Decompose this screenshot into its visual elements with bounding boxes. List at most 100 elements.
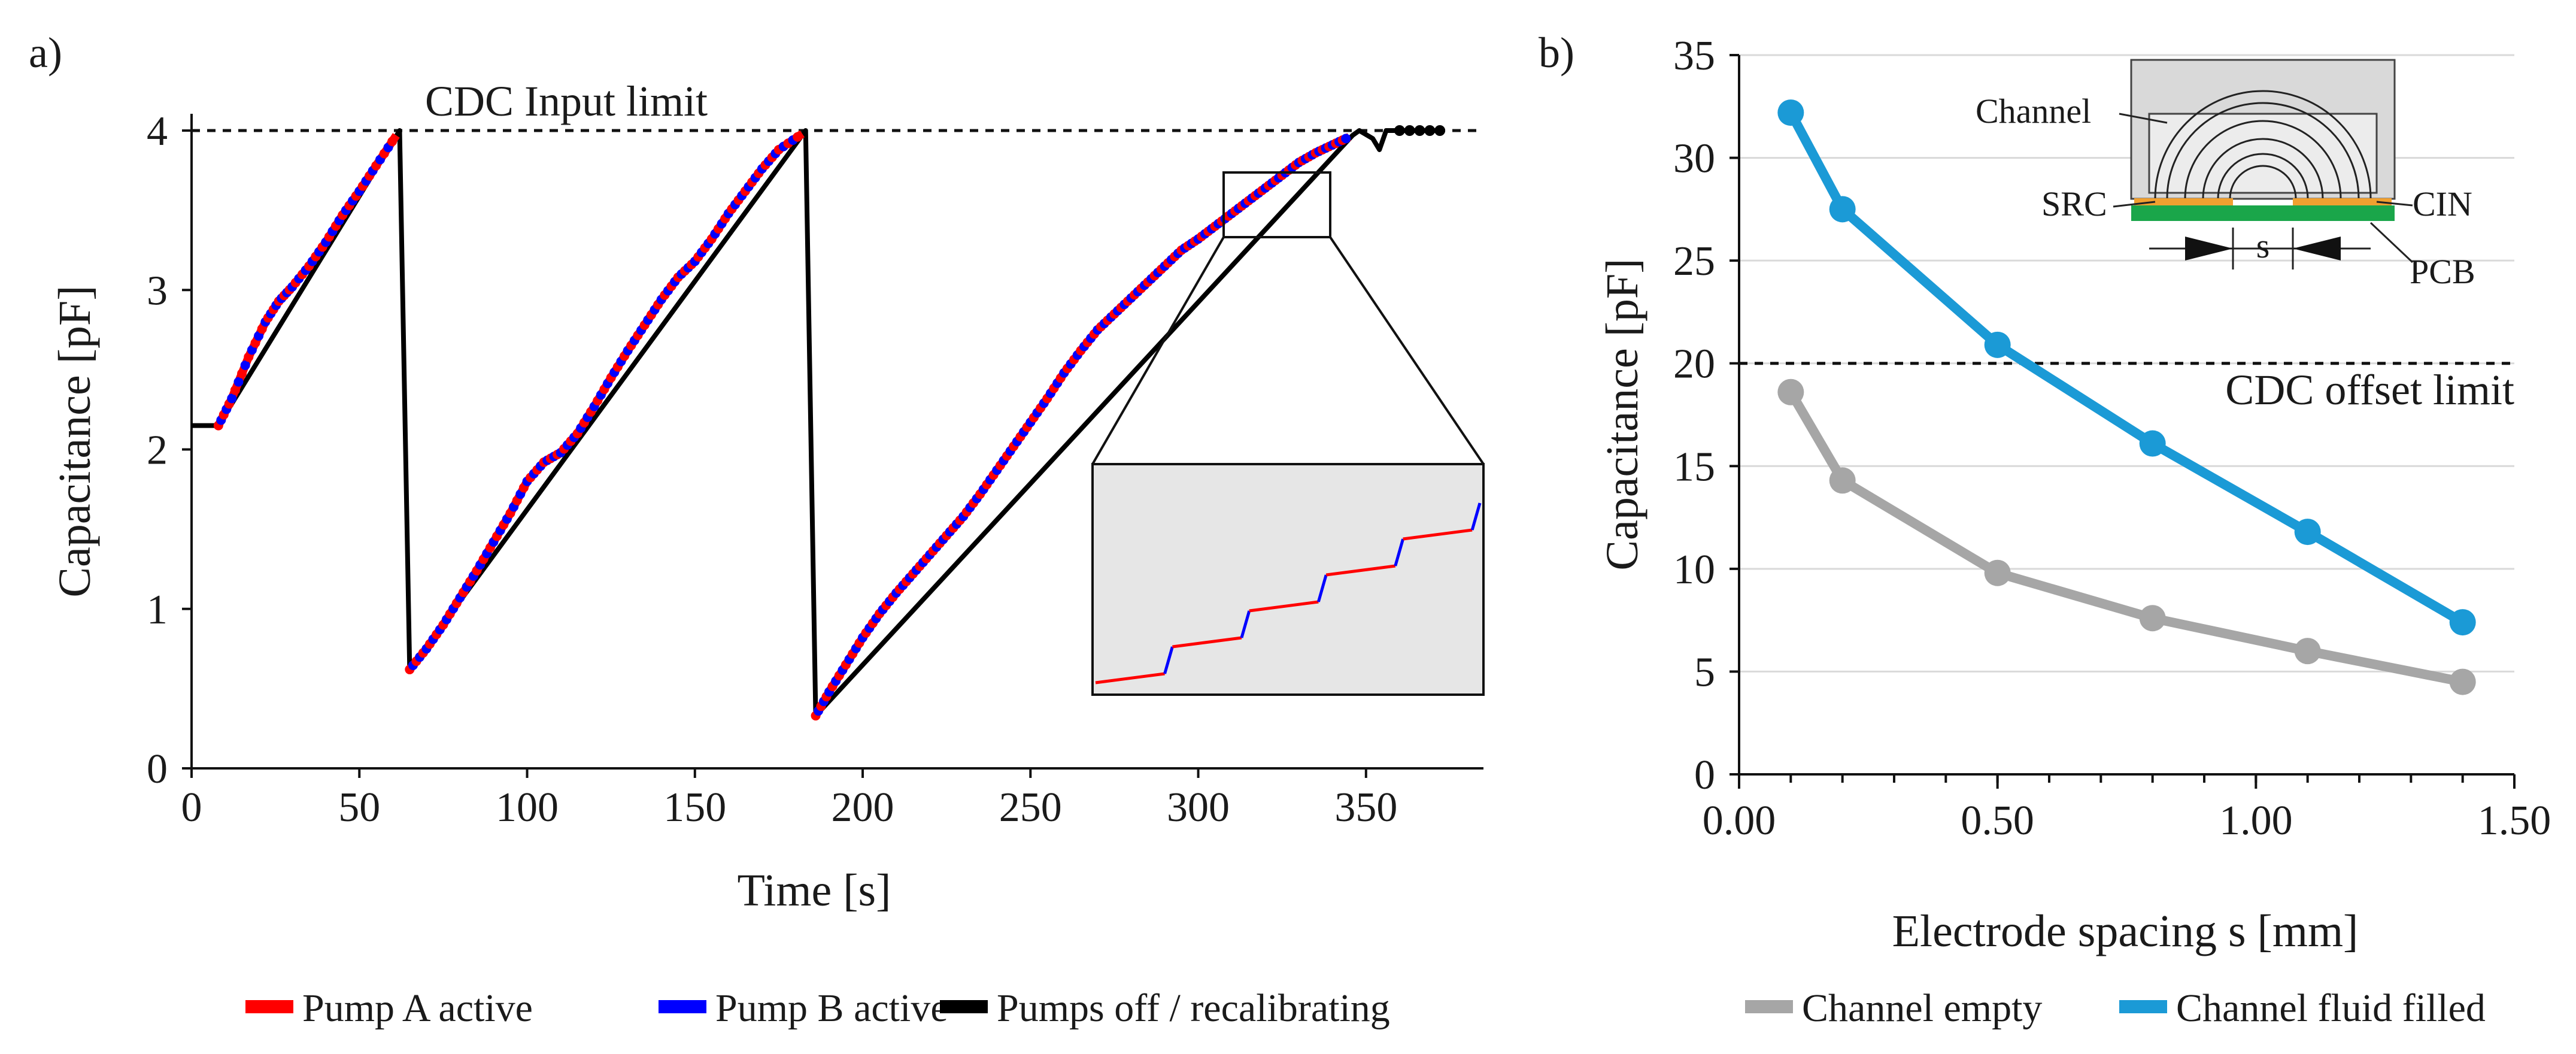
schematic-pcb xyxy=(2131,205,2395,221)
inset-segment-pump-b xyxy=(1240,610,1251,638)
chart-b-series-line-1 xyxy=(1786,110,2465,626)
inset-segment-pump-a xyxy=(1325,564,1396,577)
schematic-arrow-left xyxy=(2293,237,2341,261)
chart-a-limit-label: CDC Input limit xyxy=(425,77,708,125)
inset-segment-pump-a xyxy=(1172,636,1242,649)
schematic-electrode-src xyxy=(2134,198,2233,205)
electrode-schematic: s Channel SRC CIN PCB xyxy=(1976,59,2475,291)
chart-a-point xyxy=(793,132,803,142)
inset-segment-pump-b xyxy=(1470,502,1482,531)
schematic-leader-src xyxy=(2113,201,2156,208)
chart-a-x-tick-label: 200 xyxy=(832,785,894,831)
chart-a-point xyxy=(1341,134,1351,144)
chart-b-point-0 xyxy=(1777,378,1804,405)
chart-a-legend: Pump A active Pump B active Pumps off / re… xyxy=(245,986,1390,1030)
chart-a-x-tick-label: 300 xyxy=(1167,785,1230,831)
chart-a-y-label: Capacitance [pF] xyxy=(50,285,100,597)
chart-a-legend-swatch xyxy=(245,1000,293,1013)
chart-b-legend-swatch xyxy=(1745,1000,1793,1013)
chart-a-x-tick-label: 350 xyxy=(1334,785,1397,831)
chart-a-point xyxy=(387,137,398,147)
chart-b-point-1 xyxy=(2449,609,2476,636)
schematic-label-channel: Channel xyxy=(1976,92,2091,131)
panel-label-b: b) xyxy=(1539,29,1574,77)
chart-b-legend: Channel empty Channel fluid filled xyxy=(1745,986,2486,1030)
chart-a-point xyxy=(237,368,247,378)
inset-segment-pump-b xyxy=(1394,538,1405,567)
chart-b-y-tick-label: 20 xyxy=(1673,341,1715,387)
chart-a-zoom-box xyxy=(1222,171,1331,238)
chart-b-legend-swatch xyxy=(2119,1000,2167,1013)
chart-a-point-recalibrating xyxy=(1394,125,1405,136)
inset-segment-pump-a xyxy=(1403,528,1473,541)
schematic-label-spacing: s xyxy=(2256,226,2270,265)
chart-a-y-tick-label: 0 xyxy=(147,746,168,792)
chart-b-x-tick-label: 0.00 xyxy=(1703,798,1776,844)
chart-b-y-tick-label: 25 xyxy=(1673,238,1715,284)
inset-segment-pump-b xyxy=(1316,574,1328,602)
chart-a-zoom-line-right xyxy=(1329,236,1485,465)
chart-b-y-tick-label: 30 xyxy=(1673,136,1715,182)
schematic-leader-channel xyxy=(2119,113,2168,124)
chart-a-point-recalibrating xyxy=(1404,125,1415,136)
chart-b-y-tick-label: 15 xyxy=(1673,444,1715,490)
chart-a-legend-label: Pump B active xyxy=(715,986,948,1030)
chart-a-x-tick-label: 150 xyxy=(663,785,726,831)
chart-b: 0 5 10 15 20 25 30 35 0.00 0.50 1.00 1.50 CDC offs… xyxy=(1597,33,2551,1030)
schematic-electrode-cin xyxy=(2293,198,2392,205)
chart-b-point-1 xyxy=(2139,430,2166,457)
chart-b-legend-label: Channel fluid filled xyxy=(2176,986,2486,1030)
chart-b-x-label: Electrode spacing s [mm] xyxy=(1892,906,2359,956)
chart-b-point-0 xyxy=(1829,467,1856,494)
chart-a-point xyxy=(233,377,244,387)
chart-a-legend-swatch xyxy=(659,1000,706,1013)
chart-b-x-tick-label: 1.50 xyxy=(2478,798,2551,844)
chart-b-point-0 xyxy=(2294,638,2321,665)
chart-b-point-1 xyxy=(1777,99,1804,126)
chart-a-point-recalibrating xyxy=(1434,125,1446,136)
schematic-label-src: SRC xyxy=(2041,184,2107,223)
chart-b-point-0 xyxy=(2139,605,2166,632)
chart-b-x-tick-label: 0.50 xyxy=(1961,798,2034,844)
chart-b-y-tick-label: 35 xyxy=(1673,33,1715,79)
panel-label-a: a) xyxy=(29,29,62,77)
inset-segment-pump-a xyxy=(1095,672,1165,685)
chart-a-point-recalibrating xyxy=(1424,125,1436,136)
chart-b-y-tick-label: 10 xyxy=(1673,547,1715,593)
chart-a-x-tick-label: 0 xyxy=(181,785,202,831)
chart-a-y-tick-label: 3 xyxy=(147,268,168,314)
schematic-arrow-right xyxy=(2185,237,2233,261)
schematic-field-lines xyxy=(2154,90,2372,199)
chart-a-zoom-line-left xyxy=(1091,236,1225,465)
chart-b-x-tick-label: 1.00 xyxy=(2219,798,2293,844)
chart-b-point-0 xyxy=(1984,559,2011,586)
schematic-leader-cin xyxy=(2376,201,2413,207)
chart-a-y-tick-label: 4 xyxy=(147,108,168,155)
chart-a-legend-label: Pumps off / recalibrating xyxy=(997,986,1390,1030)
chart-a-legend-label: Pump A active xyxy=(302,986,533,1030)
chart-a-point-recalibrating xyxy=(1414,125,1425,136)
chart-b-y-tick-label: 5 xyxy=(1694,649,1715,695)
chart-b-y-label: Capacitance [pF] xyxy=(1597,258,1647,570)
chart-b-point-1 xyxy=(1984,331,2011,358)
chart-a-x-label: Time [s] xyxy=(738,865,891,916)
chart-b-limit-label: CDC offset limit xyxy=(2225,366,2514,414)
schematic-label-pcb: PCB xyxy=(2410,252,2475,291)
chart-b-point-1 xyxy=(1829,196,1856,223)
chart-b-legend-label: Channel empty xyxy=(1802,986,2042,1030)
chart-a-x-tick-label: 250 xyxy=(999,785,1062,831)
chart-b-series-line-0 xyxy=(1786,389,2464,687)
chart-a-point xyxy=(240,360,250,370)
schematic-label-cin: CIN xyxy=(2413,184,2472,223)
chart-a-x-tick-label: 50 xyxy=(338,785,380,831)
chart-a-point xyxy=(227,393,237,404)
chart-b-y-tick-label: 0 xyxy=(1694,752,1715,798)
chart-b-point-0 xyxy=(2449,668,2476,695)
chart-a-point xyxy=(230,385,240,395)
chart-b-point-1 xyxy=(2294,519,2321,546)
chart-a-x-tick-label: 100 xyxy=(496,785,559,831)
chart-a-y-tick-label: 1 xyxy=(147,587,168,633)
chart-a: 0 1 2 3 4 0 50 100 150 200 250 300 350 CDC Input li… xyxy=(50,77,1485,1030)
chart-a-y-tick-label: 2 xyxy=(147,428,168,474)
